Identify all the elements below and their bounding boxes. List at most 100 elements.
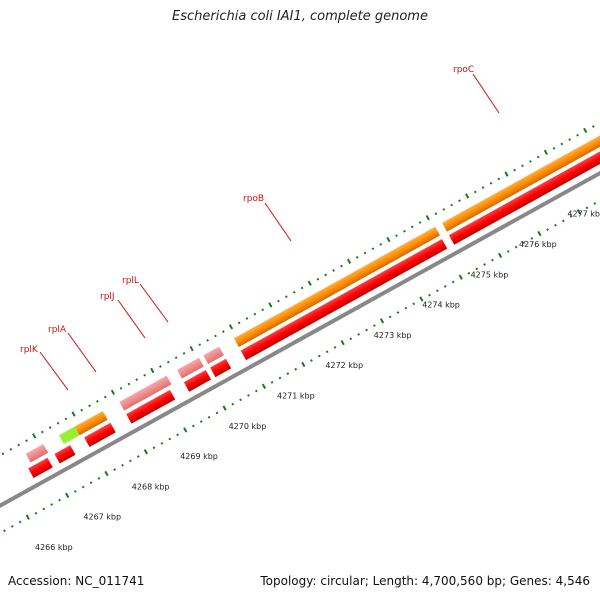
outer-tick bbox=[442, 208, 446, 211]
inner-tick bbox=[554, 223, 557, 227]
inner-tick bbox=[443, 284, 447, 288]
outer-tick bbox=[143, 373, 147, 377]
outer-tick bbox=[135, 378, 139, 381]
gene-rpob-orange bbox=[233, 226, 440, 348]
inner-tick bbox=[191, 424, 195, 428]
outer-tick bbox=[1, 452, 5, 456]
inner-tick bbox=[569, 215, 573, 218]
outer-tick bbox=[237, 321, 241, 325]
gene-label-rpoc: rpoC bbox=[453, 65, 474, 75]
outer-tick bbox=[504, 171, 509, 177]
inner-tick bbox=[310, 359, 313, 362]
inner-tick bbox=[340, 339, 345, 346]
inner-tick bbox=[42, 507, 46, 511]
outer-tick bbox=[528, 160, 532, 163]
inner-tick bbox=[286, 372, 290, 375]
kbp-label: 4267 kbp bbox=[83, 513, 121, 522]
outer-tick bbox=[324, 273, 328, 277]
cds-rpla bbox=[126, 389, 176, 424]
outer-tick bbox=[228, 324, 234, 330]
outer-tick bbox=[560, 142, 564, 146]
gene-label-rpla: rplA bbox=[48, 325, 67, 335]
inner-tick bbox=[294, 367, 298, 371]
genome-backbone bbox=[0, 153, 600, 526]
outer-tick bbox=[316, 277, 320, 281]
cds-rpll bbox=[210, 358, 232, 378]
inner-tick bbox=[475, 267, 479, 271]
outer-tick bbox=[386, 236, 391, 243]
outer-tick bbox=[166, 360, 170, 364]
leader-rpla bbox=[67, 332, 97, 373]
outer-tick bbox=[189, 345, 194, 352]
outer-tick bbox=[591, 125, 595, 128]
inner-tick bbox=[467, 271, 471, 275]
outer-tick bbox=[371, 247, 375, 251]
gene-label-rplj: rplJ bbox=[100, 292, 115, 302]
gene-rplk-orange bbox=[74, 411, 108, 436]
outer-tick bbox=[340, 264, 343, 268]
outer-tick bbox=[110, 389, 116, 395]
inner-tick bbox=[176, 433, 179, 437]
outer-tick bbox=[363, 251, 367, 255]
kbp-label: 4273 kbp bbox=[374, 331, 412, 340]
cds-left-1 bbox=[28, 457, 53, 478]
outer-tick bbox=[307, 280, 312, 286]
outer-tick bbox=[17, 443, 21, 447]
outer-tick bbox=[403, 229, 406, 233]
outer-tick bbox=[103, 395, 107, 399]
inner-tick bbox=[396, 311, 400, 314]
inner-tick bbox=[239, 398, 242, 402]
map-title: Escherichia coli IAI1, complete genome bbox=[172, 9, 428, 24]
outer-tick bbox=[497, 177, 501, 181]
outer-tick bbox=[395, 234, 398, 237]
inner-tick bbox=[483, 263, 486, 266]
outer-tick-row bbox=[1, 120, 600, 456]
outer-tick bbox=[40, 430, 44, 434]
inner-tick bbox=[160, 442, 164, 445]
outer-tick bbox=[543, 149, 548, 155]
inner-tick bbox=[357, 332, 361, 336]
inner-tick bbox=[58, 498, 61, 502]
leader-rplk bbox=[39, 351, 69, 391]
kbp-label: 4275 kbp bbox=[471, 270, 509, 279]
kbp-label: 4271 kbp bbox=[277, 392, 315, 401]
outer-tick bbox=[150, 367, 155, 374]
leader-rpob bbox=[264, 202, 292, 242]
inner-tick bbox=[278, 376, 282, 380]
outer-tick bbox=[88, 404, 91, 408]
inner-tick bbox=[113, 468, 117, 471]
outer-tick bbox=[9, 448, 13, 451]
kbp-label: 4266 kbp bbox=[35, 543, 73, 552]
outer-tick bbox=[198, 343, 202, 347]
outer-tick bbox=[410, 225, 414, 229]
inner-tick bbox=[388, 315, 392, 319]
inner-tick bbox=[73, 490, 77, 493]
inner-tick bbox=[207, 415, 211, 419]
outer-tick bbox=[418, 221, 422, 224]
leader-rplj bbox=[117, 299, 146, 339]
inner-tick bbox=[129, 459, 132, 463]
kbp-label: 4272 kbp bbox=[325, 361, 363, 370]
genome-summary: Topology: circular; Length: 4,700,560 bp… bbox=[260, 574, 590, 588]
outer-tick bbox=[32, 433, 37, 439]
inner-tick bbox=[97, 476, 101, 480]
gene-label-rpob: rpoB bbox=[243, 194, 264, 204]
outer-tick bbox=[521, 164, 524, 168]
kbp-label: 4269 kbp bbox=[180, 452, 218, 461]
inner-tick bbox=[451, 280, 455, 284]
inner-tick bbox=[261, 383, 267, 389]
outer-tick bbox=[159, 365, 162, 368]
outer-tick bbox=[552, 146, 556, 150]
inner-tick bbox=[215, 411, 219, 415]
inner-tick bbox=[247, 394, 250, 397]
gene-label-rplk: rplK bbox=[20, 345, 39, 355]
inner-tick bbox=[89, 481, 93, 485]
inner-tick bbox=[522, 241, 526, 245]
inner-tick bbox=[325, 350, 329, 354]
outer-tick bbox=[284, 295, 288, 299]
inner-tick bbox=[379, 318, 385, 324]
inner-tick bbox=[428, 293, 431, 297]
outer-tick bbox=[25, 439, 28, 443]
inner-tick bbox=[152, 446, 156, 450]
